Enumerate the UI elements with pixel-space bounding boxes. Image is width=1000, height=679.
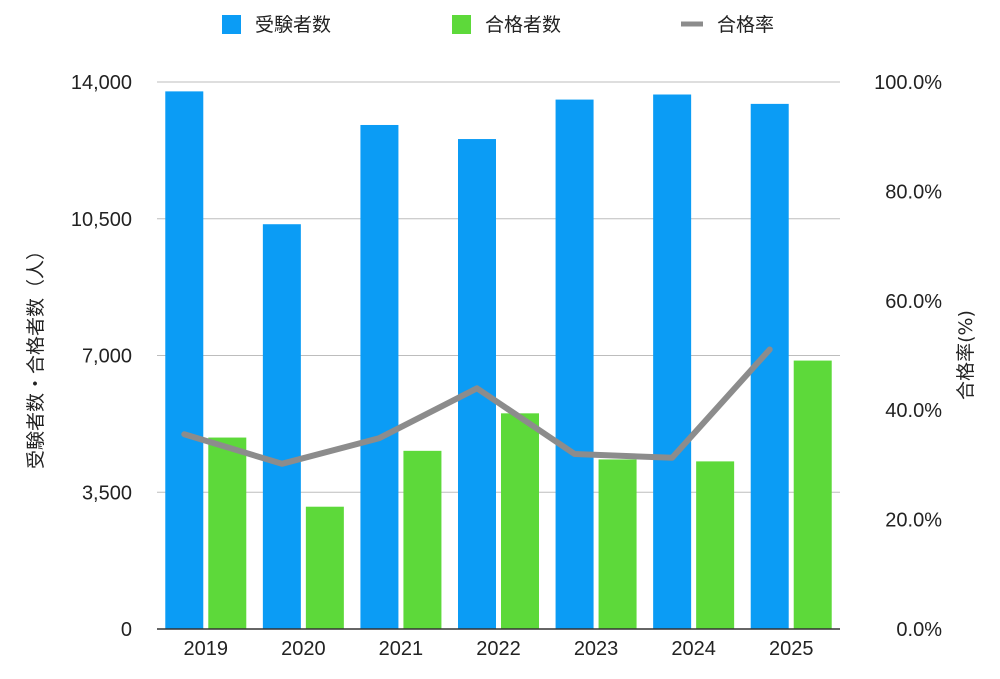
legend-swatch <box>452 15 471 34</box>
y2-tick-label: 40.0% <box>885 400 942 422</box>
y-tick-label: 14,000 <box>71 72 132 94</box>
y2-tick-label: 20.0% <box>885 510 942 532</box>
x-tick-label: 2020 <box>281 638 326 660</box>
bar-examinees <box>458 139 496 629</box>
y2-tick-label: 80.0% <box>885 181 942 203</box>
x-tick-label: 2021 <box>379 638 424 660</box>
x-tick-label: 2023 <box>574 638 619 660</box>
rate-point <box>769 348 771 350</box>
x-tick-label: 2024 <box>671 638 716 660</box>
y-axis-title: 受験者数・合格者数（人） <box>25 241 47 469</box>
rate-point <box>476 387 478 389</box>
rate-point <box>671 457 673 459</box>
bar-passers <box>793 360 832 629</box>
bar-passers <box>598 459 637 629</box>
y2-tick-label: 100.0% <box>874 72 942 94</box>
rate-point <box>183 433 185 435</box>
legend-swatch <box>222 15 241 34</box>
rate-line <box>181 346 773 467</box>
y2-tick-label: 0.0% <box>896 619 942 641</box>
rate-point <box>378 437 380 439</box>
rate-point <box>281 463 283 465</box>
bar-passers <box>403 450 442 629</box>
bar-passers <box>696 461 735 629</box>
legend-label: 合格者数 <box>485 14 561 36</box>
bar-passers <box>305 506 344 629</box>
y2-tick-label: 60.0% <box>885 291 942 313</box>
rate-point <box>574 453 576 455</box>
axes: 0 3,500 7,000 10,500 14,000 0.0% 20.0% 40.0% 60.… <box>25 72 977 660</box>
bar-passers <box>208 437 247 629</box>
legend-label: 合格率 <box>717 14 774 36</box>
x-tick-label: 2025 <box>769 638 814 660</box>
y-tick-label: 7,000 <box>82 346 132 368</box>
bar-examinees <box>360 124 399 629</box>
legend: 受験者数 合格者数 合格率 <box>222 14 774 36</box>
y-tick-label: 0 <box>121 619 132 641</box>
y-tick-label: 3,500 <box>82 482 132 504</box>
bar-passers <box>501 413 539 629</box>
gridlines <box>157 81 840 493</box>
bar-examinees <box>262 224 301 629</box>
bars <box>165 91 832 630</box>
y-tick-label: 10,500 <box>71 209 132 231</box>
x-tick-label: 2019 <box>184 638 229 660</box>
bar-examinees <box>555 99 594 629</box>
bar-examinees <box>653 94 692 629</box>
legend-label: 受験者数 <box>255 14 331 36</box>
bar-examinees <box>165 91 204 630</box>
x-tick-label: 2022 <box>476 638 521 660</box>
y2-axis-title: 合格率(%) <box>955 310 977 400</box>
